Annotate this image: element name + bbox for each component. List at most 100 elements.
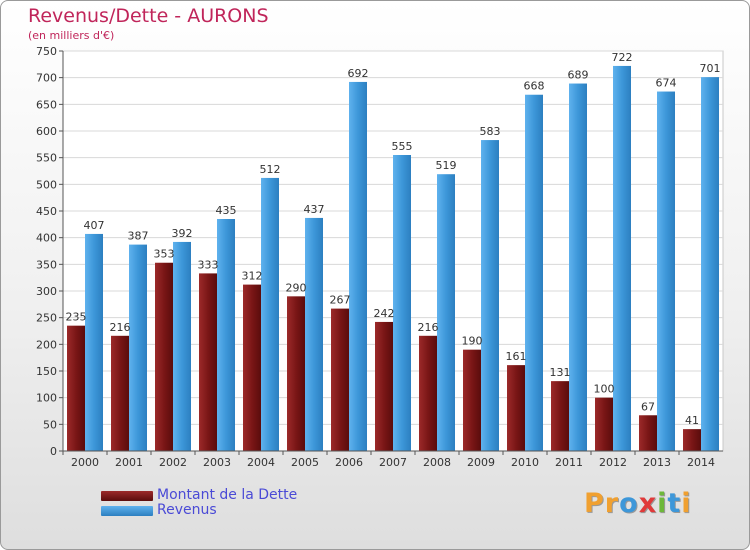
bar-revenus <box>85 233 103 451</box>
data-label-revenus: 668 <box>524 80 545 93</box>
data-label-dette: 216 <box>418 321 439 334</box>
y-tick-label: 700 <box>36 72 57 85</box>
bars-group <box>67 65 719 452</box>
x-tick-label: 2011 <box>555 456 583 469</box>
logo-letter: i <box>657 488 668 519</box>
bar-dette <box>507 365 525 451</box>
data-label-revenus: 689 <box>568 69 589 82</box>
x-tick-label: 2008 <box>423 456 451 469</box>
bar-dette <box>155 262 173 451</box>
y-tick-label: 750 <box>36 45 57 58</box>
x-tick-label: 2009 <box>467 456 495 469</box>
data-label-dette: 161 <box>506 350 527 363</box>
legend-swatch-revenus <box>101 505 153 516</box>
y-tick-label: 200 <box>36 338 57 351</box>
data-label-dette: 131 <box>550 366 571 379</box>
data-label-dette: 190 <box>462 335 483 348</box>
bar-dette <box>287 296 305 451</box>
legend-item-dette: Montant de la Dette <box>101 488 297 503</box>
bar-revenus <box>569 83 587 452</box>
y-tick-label: 500 <box>36 178 57 191</box>
bar-revenus <box>701 77 719 451</box>
legend-item-revenus: Revenus <box>101 503 297 518</box>
data-label-revenus: 722 <box>612 51 633 64</box>
bar-revenus <box>437 174 455 451</box>
legend-swatch-dette <box>101 490 153 501</box>
bar-dette <box>199 273 217 451</box>
x-tick-label: 2010 <box>511 456 539 469</box>
bar-dette <box>111 335 129 451</box>
y-tick-label: 250 <box>36 312 57 325</box>
y-tick-label: 350 <box>36 258 57 271</box>
y-tick-label: 0 <box>50 445 57 458</box>
bar-dette <box>67 325 85 451</box>
y-tick-label: 300 <box>36 285 57 298</box>
bar-revenus <box>349 81 367 451</box>
logo-letter: t <box>667 488 682 519</box>
proxiti-logo: Proxiti <box>584 488 692 519</box>
data-label-revenus: 387 <box>128 230 149 243</box>
x-tick-label: 2003 <box>203 456 231 469</box>
data-label-revenus: 519 <box>436 159 457 172</box>
y-tick-label: 150 <box>36 365 57 378</box>
y-tick-label: 100 <box>36 392 57 405</box>
x-tick-label: 2002 <box>159 456 187 469</box>
y-tick-label: 550 <box>36 152 57 165</box>
data-label-revenus: 674 <box>656 77 677 90</box>
bar-revenus <box>525 94 543 451</box>
data-label-dette: 100 <box>594 383 615 396</box>
bar-revenus <box>261 177 279 451</box>
y-tick-label: 650 <box>36 98 57 111</box>
bar-dette <box>463 349 481 451</box>
logo-letter: i <box>681 488 692 519</box>
bar-revenus <box>173 241 191 451</box>
data-label-revenus: 392 <box>172 227 193 240</box>
y-axis: 0 50 100 150 200 250 300 350 400 450 500 550 600 650 7… <box>36 45 64 458</box>
x-tick-label: 2013 <box>643 456 671 469</box>
data-label-dette: 290 <box>286 281 307 294</box>
data-label-dette: 235 <box>66 311 87 324</box>
data-label-revenus: 512 <box>260 163 281 176</box>
bar-dette <box>683 429 701 451</box>
y-tick-label: 400 <box>36 232 57 245</box>
bar-dette <box>639 415 657 451</box>
bar-revenus <box>657 91 675 452</box>
logo-letter: P <box>584 488 605 519</box>
data-label-revenus: 555 <box>392 140 413 153</box>
x-axis: 2000 2001 2002 2003 2004 2005 2006 2007 2008 2009… <box>62 450 723 469</box>
chart-title: Revenus/Dette - AURONS <box>28 5 269 27</box>
x-tick-label: 2005 <box>291 456 319 469</box>
data-label-revenus: 435 <box>216 204 237 217</box>
x-tick-label: 2000 <box>71 456 99 469</box>
bar-dette <box>375 321 393 451</box>
bar-revenus <box>217 219 235 451</box>
y-tick-label: 450 <box>36 205 57 218</box>
x-tick-label: 2001 <box>115 456 143 469</box>
data-label-dette: 216 <box>110 321 131 334</box>
x-tick-label: 2007 <box>379 456 407 469</box>
data-label-dette: 267 <box>330 294 351 307</box>
logo-letter: x <box>638 488 658 519</box>
x-tick-label: 2014 <box>687 456 715 469</box>
bar-dette <box>595 397 613 451</box>
bar-revenus <box>393 155 411 451</box>
data-label-revenus: 701 <box>700 62 721 75</box>
bar-revenus <box>613 65 631 451</box>
y-tick-label: 50 <box>43 418 57 431</box>
bar-revenus <box>129 244 147 451</box>
x-tick-label: 2006 <box>335 456 363 469</box>
chart-subtitle: (en milliers d'€) <box>28 29 115 42</box>
bar-revenus <box>481 140 499 452</box>
data-label-dette: 67 <box>641 400 655 413</box>
data-label-dette: 312 <box>242 270 263 283</box>
x-tick-label: 2004 <box>247 456 275 469</box>
data-label-dette: 41 <box>685 414 699 427</box>
legend: Montant de la Dette Revenus <box>101 488 297 518</box>
logo-letter: r <box>604 488 620 519</box>
data-label-revenus: 437 <box>304 203 325 216</box>
data-label-revenus: 692 <box>348 67 369 80</box>
data-label-revenus: 583 <box>480 125 501 138</box>
legend-label-dette: Montant de la Dette <box>157 487 298 503</box>
